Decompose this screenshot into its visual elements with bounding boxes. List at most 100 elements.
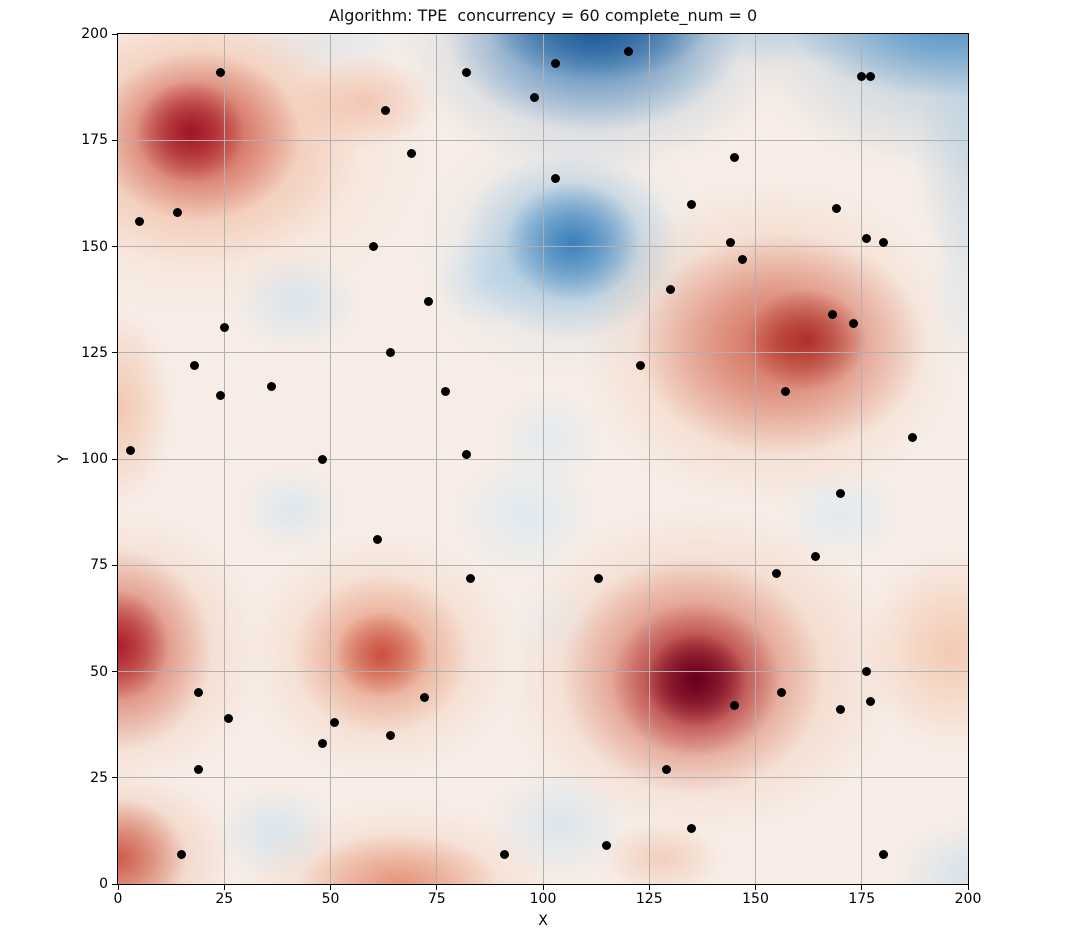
scatter-point (177, 849, 187, 859)
scatter-point (593, 573, 603, 583)
x-tick-label: 200 (954, 891, 982, 907)
x-tick-mark (542, 885, 544, 890)
scatter-point (219, 322, 229, 332)
scatter-point (215, 390, 225, 400)
gridline-horizontal (118, 564, 968, 566)
y-tick-label: 175 (81, 132, 108, 149)
scatter-point (126, 446, 136, 455)
gridline-horizontal (118, 246, 968, 247)
scatter-point (317, 454, 327, 464)
scatter-point (687, 199, 697, 209)
scatter-point (173, 208, 182, 217)
scatter-point (224, 713, 233, 723)
x-tick-mark (967, 885, 969, 890)
x-tick-mark (755, 885, 756, 890)
chart-title: Algorithm: TPE concurrency = 60 complete… (328, 6, 758, 25)
y-tick-mark (112, 671, 117, 672)
gridline-horizontal (118, 777, 968, 779)
y-tick-label: 100 (81, 451, 108, 467)
scatter-point (857, 72, 867, 81)
x-tick-label: 75 (427, 891, 446, 907)
scatter-point (827, 310, 837, 319)
scatter-point (602, 841, 612, 851)
y-tick-label: 200 (81, 26, 108, 42)
x-tick-label: 25 (215, 891, 234, 907)
scatter-point (419, 692, 429, 702)
scatter-point (861, 667, 871, 676)
plot-area (117, 33, 969, 885)
scatter-point (738, 254, 748, 264)
gridline-horizontal (118, 352, 968, 354)
scatter-point (190, 361, 199, 370)
y-tick-label: 125 (81, 344, 108, 361)
scatter-point (194, 688, 204, 698)
y-tick-mark (112, 352, 117, 354)
y-tick-mark (112, 246, 117, 247)
scatter-point (908, 433, 918, 443)
y-tick-mark (112, 883, 117, 885)
scatter-point (729, 701, 739, 710)
scatter-point (780, 386, 790, 396)
scatter-point (725, 237, 735, 247)
scatter-point (372, 535, 382, 545)
scatter-point (831, 203, 841, 213)
scatter-point (462, 450, 471, 460)
x-tick-label: 0 (113, 891, 123, 907)
y-tick-mark (112, 777, 117, 779)
scatter-point (636, 361, 646, 370)
scatter-point (551, 174, 561, 183)
x-tick-label: 100 (529, 891, 557, 907)
scatter-point (330, 718, 340, 727)
gridline-horizontal (118, 139, 968, 141)
scatter-point (861, 233, 871, 243)
scatter-point (848, 318, 858, 328)
y-tick-label: 150 (81, 238, 108, 255)
y-tick-label: 75 (90, 557, 108, 574)
scatter-point (317, 739, 327, 749)
gridline-horizontal (118, 458, 968, 460)
y-tick-label: 50 (90, 663, 108, 680)
scatter-point (878, 237, 888, 247)
x-tick-label: 150 (742, 891, 769, 907)
scatter-point (266, 382, 276, 392)
scatter-point (878, 849, 888, 859)
scatter-point (772, 569, 782, 579)
scatter-point (687, 824, 697, 834)
scatter-point (865, 72, 875, 81)
scatter-point (466, 573, 476, 583)
y-tick-mark (112, 33, 117, 35)
y-tick-label: 0 (99, 876, 108, 892)
scatter-point (661, 764, 671, 774)
y-tick-mark (112, 564, 117, 566)
y-tick-label: 25 (90, 769, 108, 786)
scatter-point (423, 297, 433, 307)
scatter-point (623, 46, 633, 56)
scatter-point (865, 696, 875, 706)
scatter-point (836, 705, 845, 715)
gridline-horizontal (118, 671, 968, 672)
scatter-point (462, 67, 471, 77)
scatter-point (134, 216, 144, 226)
x-tick-mark (648, 885, 650, 890)
scatter-point (406, 148, 416, 158)
scatter-point (215, 67, 225, 77)
scatter-point (666, 284, 675, 294)
scatter-point (836, 488, 845, 498)
scatter-point (194, 764, 204, 774)
x-tick-label: 125 (635, 891, 663, 907)
x-tick-mark (117, 885, 119, 890)
y-tick-mark (112, 458, 117, 460)
scatter-point (381, 106, 391, 115)
scatter-point (385, 730, 395, 740)
scatter-point (776, 688, 786, 698)
x-tick-mark (330, 885, 331, 890)
y-tick-mark (112, 139, 117, 141)
x-axis-label: X (538, 913, 548, 929)
scatter-point (729, 152, 739, 162)
x-tick-label: 50 (321, 891, 340, 907)
scatter-point (551, 59, 561, 69)
x-tick-mark (223, 885, 225, 890)
scatter-point (500, 849, 510, 859)
scatter-point (368, 242, 378, 251)
